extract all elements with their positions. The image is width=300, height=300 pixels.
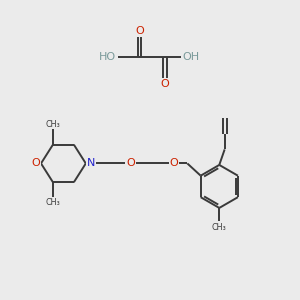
Text: CH₃: CH₃ bbox=[46, 120, 60, 129]
Text: N: N bbox=[87, 158, 95, 168]
Text: CH₃: CH₃ bbox=[46, 198, 60, 207]
Text: CH₃: CH₃ bbox=[212, 223, 227, 232]
Text: O: O bbox=[160, 79, 169, 89]
Text: O: O bbox=[169, 158, 178, 168]
Text: O: O bbox=[126, 158, 135, 168]
Text: HO: HO bbox=[99, 52, 116, 62]
Text: OH: OH bbox=[183, 52, 200, 62]
Text: O: O bbox=[135, 26, 144, 36]
Text: O: O bbox=[31, 158, 40, 168]
